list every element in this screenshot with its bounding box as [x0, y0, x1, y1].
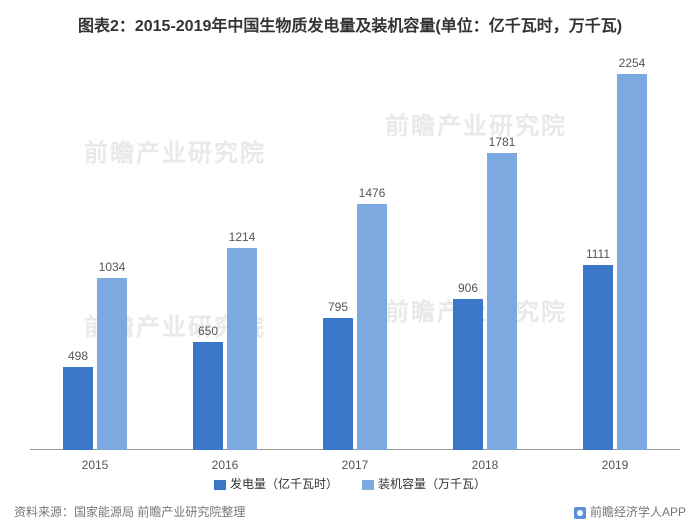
- chart-title: 图表2：2015-2019年中国生物质发电量及装机容量(单位：亿千瓦时，万千瓦): [0, 0, 700, 36]
- source-prefix: 资料来源：: [14, 505, 74, 519]
- credit-attribution: 前瞻经济学人APP: [574, 503, 686, 520]
- bar-series2: [487, 153, 517, 450]
- bar-series1: [453, 299, 483, 450]
- bar-series1: [193, 342, 223, 450]
- credit-text: 前瞻经济学人APP: [590, 505, 686, 519]
- x-axis-category-label: 2017: [325, 458, 385, 472]
- bar-series1: [63, 367, 93, 450]
- legend-item: 发电量（亿千瓦时）: [214, 475, 338, 492]
- source-text: 国家能源局 前瞻产业研究院整理: [74, 505, 245, 519]
- bar-value-label: 2254: [602, 56, 662, 70]
- chart-plot-area: 4981034201565012142016795147620179061781…: [30, 50, 680, 450]
- x-axis-category-label: 2015: [65, 458, 125, 472]
- bar-series2: [227, 248, 257, 450]
- bar-series1: [583, 265, 613, 450]
- x-axis-category-label: 2019: [585, 458, 645, 472]
- legend-label: 装机容量（万千瓦）: [378, 477, 486, 491]
- chart-legend: 发电量（亿千瓦时） 装机容量（万千瓦）: [0, 475, 700, 492]
- legend-swatch-icon: [214, 480, 226, 490]
- x-axis-category-label: 2018: [455, 458, 515, 472]
- bar-series2: [617, 74, 647, 450]
- source-attribution: 资料来源：国家能源局 前瞻产业研究院整理: [14, 503, 245, 520]
- chart-container: { "title": "图表2：2015-2019年中国生物质发电量及装机容量(…: [0, 0, 700, 530]
- bar-value-label: 1781: [472, 135, 532, 149]
- x-axis-category-label: 2016: [195, 458, 255, 472]
- bar-series2: [357, 204, 387, 450]
- bar-value-label: 1034: [82, 260, 142, 274]
- legend-swatch-icon: [362, 480, 374, 490]
- logo-icon: [574, 507, 586, 519]
- legend-label: 发电量（亿千瓦时）: [230, 477, 338, 491]
- bar-value-label: 1214: [212, 230, 272, 244]
- legend-item: 装机容量（万千瓦）: [362, 475, 486, 492]
- bar-series1: [323, 318, 353, 451]
- bar-value-label: 1476: [342, 186, 402, 200]
- bar-series2: [97, 278, 127, 450]
